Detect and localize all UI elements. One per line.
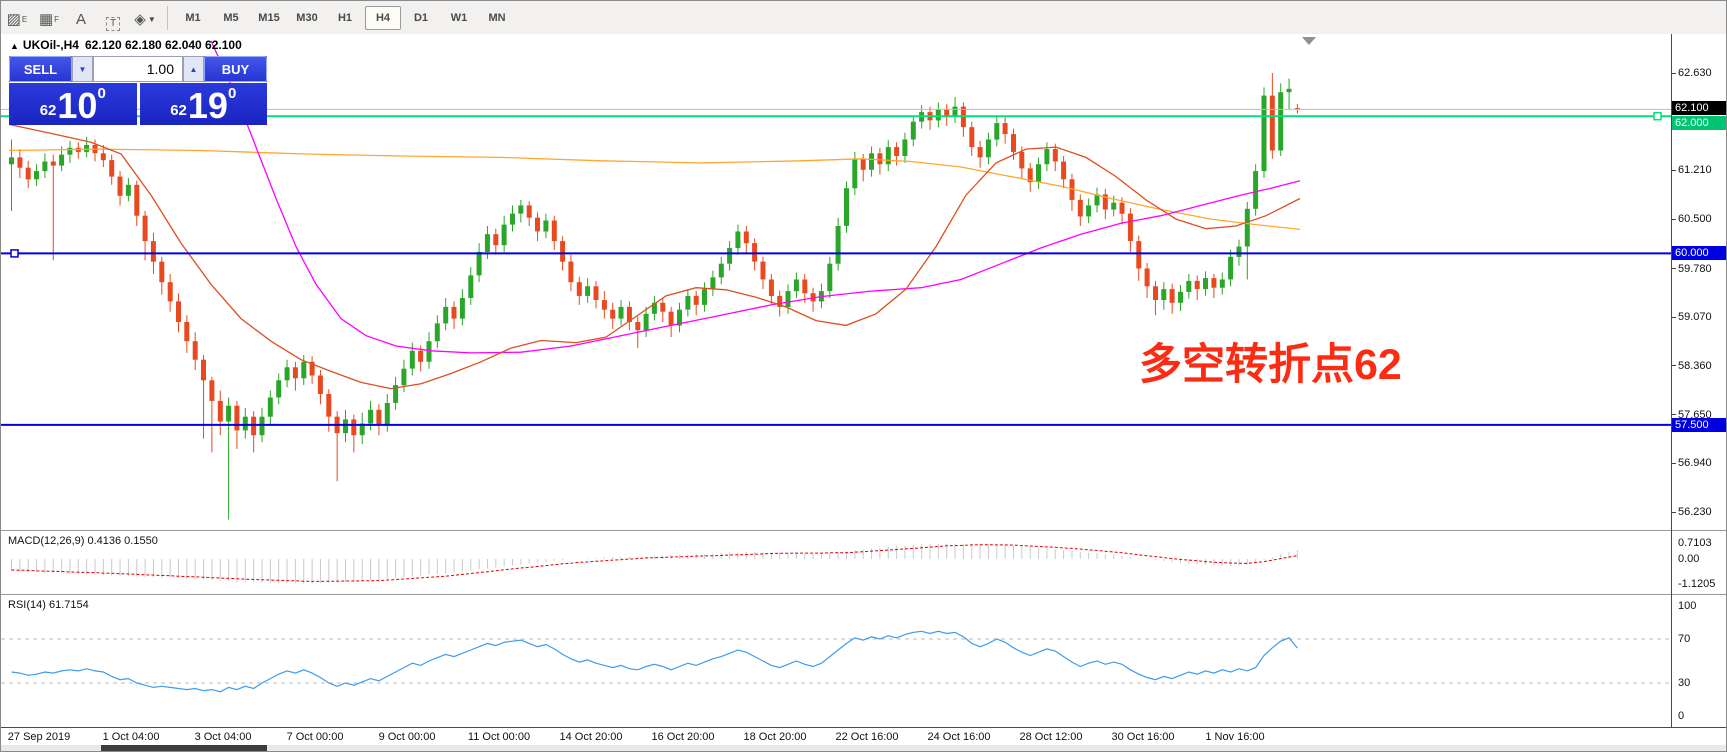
price-tick-mark [1672,414,1676,416]
price-tick-mark [1672,218,1676,220]
chart-title: ▲ UKOil-,H4 62.120 62.180 62.040 62.100 [10,38,242,52]
sell-price-prefix: 62 [39,102,57,119]
price-tick-mark [1672,316,1676,318]
time-axis-label: 24 Oct 16:00 [927,731,991,743]
rsi-tick-label: 70 [1678,633,1691,645]
timeframe-button-D1[interactable]: D1 [413,11,429,24]
toolbar-separator [167,5,168,30]
timeframe-button-M1[interactable]: M1 [185,11,201,24]
ohlc-values: 62.120 62.180 62.040 62.100 [84,38,242,52]
panel-separator[interactable] [1,594,1726,595]
panel-separator-highlight [1,595,1726,596]
panel-separator[interactable] [1,530,1726,531]
volume-decrease-button[interactable]: ▼ [72,56,93,82]
price-badge-62.000: 62.000 [1672,116,1726,131]
sell-price-sup: 0 [97,85,106,102]
time-axis-label: 3 Oct 04:00 [194,731,252,743]
price-badge-60.000: 60.000 [1672,246,1726,261]
buy-price-big: 19 [187,85,228,126]
object-styles-icon[interactable]: ◈ ▼ [134,10,156,28]
price-tick-mark [1672,511,1676,513]
price-badge-62.100: 62.100 [1672,101,1726,116]
price-tick-mark [1672,72,1676,74]
buy-price-box[interactable]: 62 19 0 [139,83,267,126]
volume-increase-button[interactable]: ▲ [183,56,204,82]
macd-label: MACD(12,26,9) 0.4136 0.1550 [8,535,158,547]
timeframe-button-H1[interactable]: H1 [337,11,353,24]
toolbar-tools: ▨ E ▦ F A T ◈ ▼ [1,5,161,31]
timeframe-button-W1[interactable]: W1 [450,11,468,24]
time-axis-label: 7 Oct 00:00 [286,731,344,743]
grid-pattern-icon[interactable]: ▦ F [38,10,60,28]
time-axis-label: 27 Sep 2019 [7,731,71,743]
price-tick-label: 62.630 [1678,67,1712,79]
time-axis-label: 30 Oct 16:00 [1111,731,1175,743]
time-axis-label: 1 Oct 04:00 [102,731,160,743]
timeframe-button-M5[interactable]: M5 [223,11,239,24]
macd-tick-label: -1.1205 [1678,577,1716,590]
timeframe-button-H4[interactable]: H4 [365,5,401,30]
sell-button[interactable]: SELL [9,56,72,82]
scrollbar-thumb[interactable] [101,745,267,751]
trade-panel-price-row: 62 10 0 62 19 0 [9,83,267,125]
time-axis-label: 14 Oct 20:00 [559,731,623,743]
time-axis-label: 11 Oct 00:00 [467,731,531,743]
rsi-plot[interactable] [1,596,1671,727]
horizontal-scrollbar[interactable] [1,745,1726,751]
chart-window[interactable]: 62.63061.92061.21060.50059.78059.07058.3… [1,34,1726,751]
time-axis-label: 18 Oct 20:00 [743,731,807,743]
buy-price-sup: 0 [227,85,237,102]
price-tick-mark [1672,365,1676,367]
toolbar: ▨ E ▦ F A T ◈ ▼ M1 M5 M15 M30 H1 H4 D1 W1 MN [1,1,1726,35]
timeframe-button-M15[interactable]: M15 [258,11,280,24]
time-axis-label: 9 Oct 00:00 [378,731,436,743]
macd-tick-label: 0.00 [1678,553,1700,565]
timeframe-bar: M1 M5 M15 M30 H1 H4 D1 W1 MN [174,5,516,30]
price-tick-label: 60.500 [1678,213,1712,226]
rsi-tick-label: 30 [1678,677,1691,689]
text-label-icon[interactable]: A [75,10,86,28]
rsi-tick-label: 0 [1678,710,1685,722]
timeframe-button-MN[interactable]: MN [488,11,506,24]
price-tick-label: 59.070 [1678,311,1712,324]
macd-tick-label: 0.7103 [1678,537,1712,550]
text-box-icon[interactable]: T [98,5,128,31]
panel-separator-highlight [1,531,1726,532]
price-axis-line [1671,34,1672,728]
price-tick-mark [1672,268,1676,269]
price-tick-label: 56.230 [1678,506,1712,519]
sell-price-box[interactable]: 62 10 0 [9,83,137,125]
time-axis-line [1,727,1726,728]
volume-input[interactable]: 1.00 [93,56,183,82]
trade-panel-top-row: SELL ▼ 1.00 ▲ BUY [9,56,267,82]
price-tick-label: 58.360 [1678,359,1712,372]
time-axis-label: 16 Oct 20:00 [651,731,715,743]
price-tick-label: 57.650 [1678,408,1712,421]
time-axis: 27 Sep 2019 1 Oct 04:00 3 Oct 04:00 7 Oct 0… [1,728,1671,745]
symbol-period-label: UKOil-,H4 [22,38,79,52]
price-tick-label: 56.940 [1678,457,1712,470]
rsi-tick-label: 100 [1678,600,1697,612]
macd-plot[interactable] [1,532,1671,594]
time-axis-label: 1 Nov 16:00 [1205,731,1265,743]
price-tick-mark [1672,169,1676,171]
chart-shift-marker-icon [1302,37,1316,45]
candlestick-plot[interactable] [1,34,1671,530]
rsi-label: RSI(14) 61.7154 [8,599,89,611]
price-tick-mark [1672,462,1676,464]
chart-objects-icon[interactable]: ▨ E [6,10,28,28]
collapse-triangle-icon[interactable]: ▲ [10,41,19,51]
chart-text-annotation[interactable]: 多空转折点62 [1139,341,1402,389]
price-tick-label: 59.780 [1678,262,1712,275]
one-click-trade-panel: SELL ▼ 1.00 ▲ BUY 62 10 0 62 19 0 [9,56,267,125]
time-axis-label: 28 Oct 12:00 [1019,731,1083,743]
price-tick-label: 61.210 [1678,164,1712,177]
time-axis-label: 22 Oct 16:00 [835,731,899,743]
price-badge-57.500: 57.500 [1672,417,1726,432]
buy-button[interactable]: BUY [204,56,267,82]
timeframe-button-M30[interactable]: M30 [296,11,318,24]
buy-price-prefix: 62 [170,102,187,119]
sell-price-big: 10 [57,85,98,126]
